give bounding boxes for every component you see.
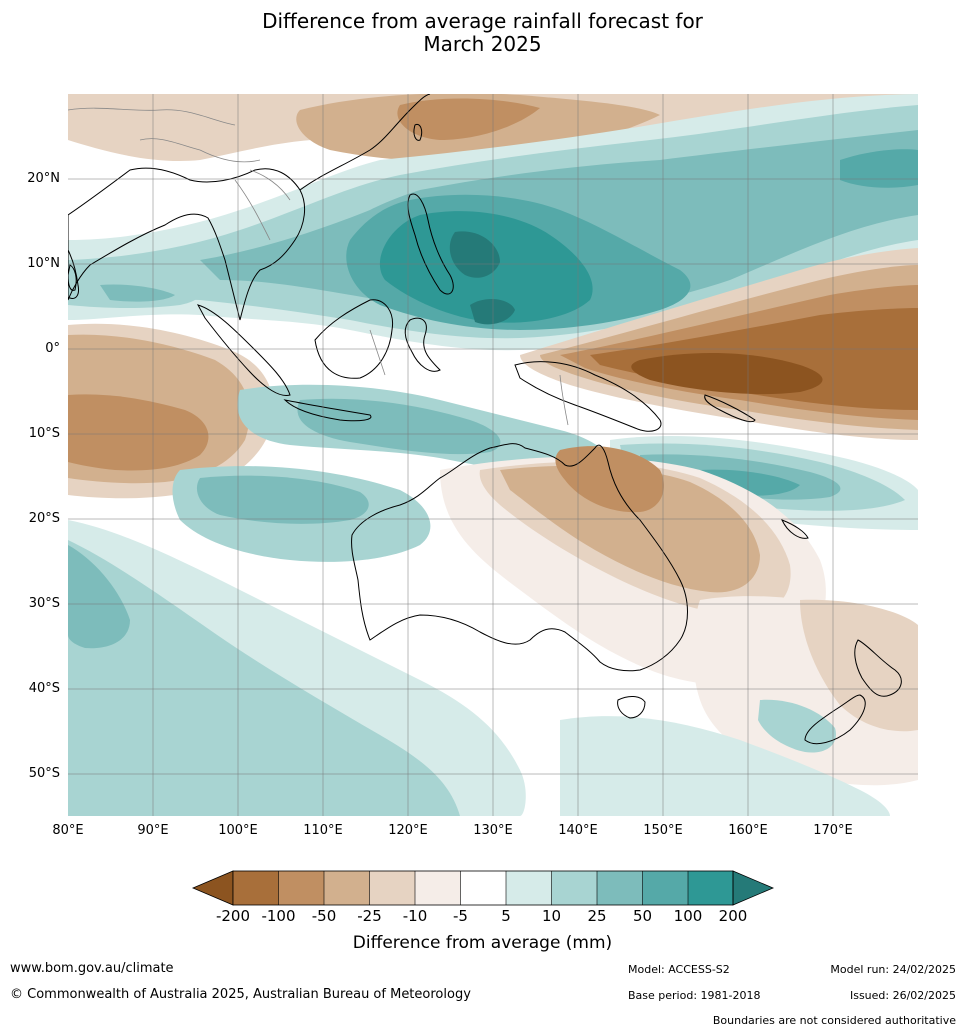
colour-bar-bin (460, 871, 506, 905)
lon-label: 110°E (303, 823, 343, 838)
anomaly-region-indonesia-wet-mid (297, 398, 501, 455)
lon-label: 150°E (643, 823, 683, 838)
nz-north-outline (854, 639, 902, 697)
legend-tick-label: 200 (718, 907, 748, 925)
lat-label: 10°N (27, 256, 60, 271)
anomaly-region-maritime-wet-peak (449, 231, 500, 278)
philippines-outline (407, 193, 454, 295)
boundary-disclaimer: Boundaries are not considered authoritat… (712, 1014, 956, 1027)
anomaly-region-bengal-wet-mid (100, 284, 175, 302)
lon-label: 100°E (218, 823, 258, 838)
java-outline (283, 399, 372, 422)
country-borders (68, 107, 569, 426)
title-line-1: Difference from average rainfall forecas… (262, 9, 703, 33)
copyright-text: © Commonwealth of Australia 2025, Austra… (10, 987, 471, 1002)
coastlines (68, 94, 902, 745)
sri-lanka-outline (68, 264, 77, 291)
nz-south-outline (804, 694, 866, 745)
colour-bar-bin (688, 871, 733, 905)
taiwan-outline (413, 123, 423, 141)
anomaly-region-east-australia-dry-mid (500, 465, 760, 593)
lon-label: 80°E (52, 823, 84, 838)
colour-bar-extend-low (191, 870, 234, 906)
legend-tick-label: 5 (501, 907, 511, 925)
se-asia-outline (68, 167, 306, 321)
anomaly-region-south-wet (560, 716, 890, 816)
anomaly-region-south-indian-wet-mid (68, 545, 130, 649)
colour-bar-bin (233, 871, 279, 905)
legend-tick-label: 50 (632, 907, 653, 925)
colour-bar-bin (278, 871, 324, 905)
anomaly-region-equatorial-dry-core (631, 353, 823, 395)
anomaly-region-east-pacific-wet (840, 149, 918, 188)
lat-label: 40°S (28, 681, 60, 696)
legend-tick-label: -200 (215, 907, 251, 925)
model-name: Model: ACCESS-S2 (628, 963, 730, 976)
legend-tick-label: -100 (261, 907, 296, 925)
legend-tick-label: -10 (402, 907, 428, 925)
anomaly-region-indian-dry-mid (68, 394, 209, 471)
lon-label: 90°E (137, 823, 169, 838)
china-coast-outline (299, 94, 431, 191)
anomaly-region-south-indian-wet (68, 540, 460, 816)
sulawesi-outline (404, 317, 441, 372)
anomaly-region-nz-dry (800, 599, 918, 732)
colour-bar-bin (324, 871, 370, 905)
graticule (68, 94, 918, 816)
website-link[interactable]: www.bom.gov.au/climate (10, 961, 174, 976)
colour-bar-bin (597, 871, 643, 905)
colour-bar-extend-high (732, 870, 775, 906)
lon-label: 160°E (728, 823, 768, 838)
issued-date: Issued: 26/02/2025 (849, 989, 956, 1002)
lon-label: 130°E (473, 823, 513, 838)
lon-label: 120°E (388, 823, 428, 838)
lat-label: 30°S (28, 596, 60, 611)
legend-tick-label: -25 (357, 907, 382, 925)
colour-bar-bin (642, 871, 688, 905)
legend-tick-label: 10 (541, 907, 562, 925)
new-guinea-outline (514, 361, 662, 432)
anomaly-region-china-dry-core (397, 98, 540, 140)
base-period: Base period: 1981-2018 (628, 989, 761, 1002)
model-run-date: Model run: 24/02/2025 (830, 963, 956, 976)
india-outline (68, 249, 79, 299)
map-area (68, 94, 918, 816)
colour-bar-bin (506, 871, 552, 905)
sumatra-outline (196, 304, 291, 397)
australia-outline (351, 443, 688, 672)
legend-tick-label: 25 (587, 907, 607, 925)
colour-bar (191, 870, 775, 906)
lat-label: 20°N (27, 171, 60, 186)
lat-label: 20°S (28, 511, 60, 526)
legend-tick-label: -50 (311, 907, 337, 925)
legend-title: Difference from average (mm) (352, 933, 613, 953)
lat-label: 10°S (28, 426, 60, 441)
legend-tick-label: 100 (673, 907, 703, 925)
colour-bar-bin (551, 871, 597, 905)
anomaly-region-east-australia-dry-core (555, 446, 664, 513)
solomon-islands-outline (704, 394, 756, 423)
map-title: Difference from average rainfall forecas… (0, 10, 965, 56)
anomaly-region-south-wet-mid (758, 699, 836, 753)
title-line-2: March 2025 (423, 32, 542, 56)
lat-label: 50°S (28, 766, 60, 781)
lon-label: 140°E (558, 823, 598, 838)
colour-bar-bin (415, 871, 461, 905)
colour-bar-bin (369, 871, 415, 905)
lat-label: 0° (45, 341, 60, 356)
borneo-outline (314, 299, 394, 379)
legend-tick-label: -5 (453, 907, 468, 925)
anomaly-region-maritime-wet-peak-2 (470, 298, 515, 325)
new-caledonia-outline (781, 519, 809, 539)
lon-label: 170°E (813, 823, 853, 838)
tasmania-outline (617, 696, 646, 719)
anomaly-region-nw-australia-wet-mid (196, 475, 369, 524)
